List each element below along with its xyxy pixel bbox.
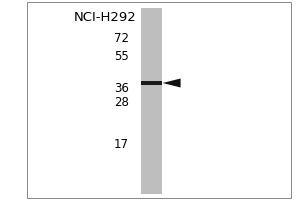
Bar [141, 81, 162, 85]
Text: NCI-H292: NCI-H292 [74, 11, 136, 24]
Polygon shape [163, 78, 181, 88]
Text: 28: 28 [114, 97, 129, 110]
Text: 72: 72 [114, 31, 129, 45]
Text: 55: 55 [114, 50, 129, 64]
Text: 36: 36 [114, 82, 129, 95]
Bar [27, 2, 291, 198]
Text: 17: 17 [114, 138, 129, 150]
Bar [141, 8, 162, 194]
